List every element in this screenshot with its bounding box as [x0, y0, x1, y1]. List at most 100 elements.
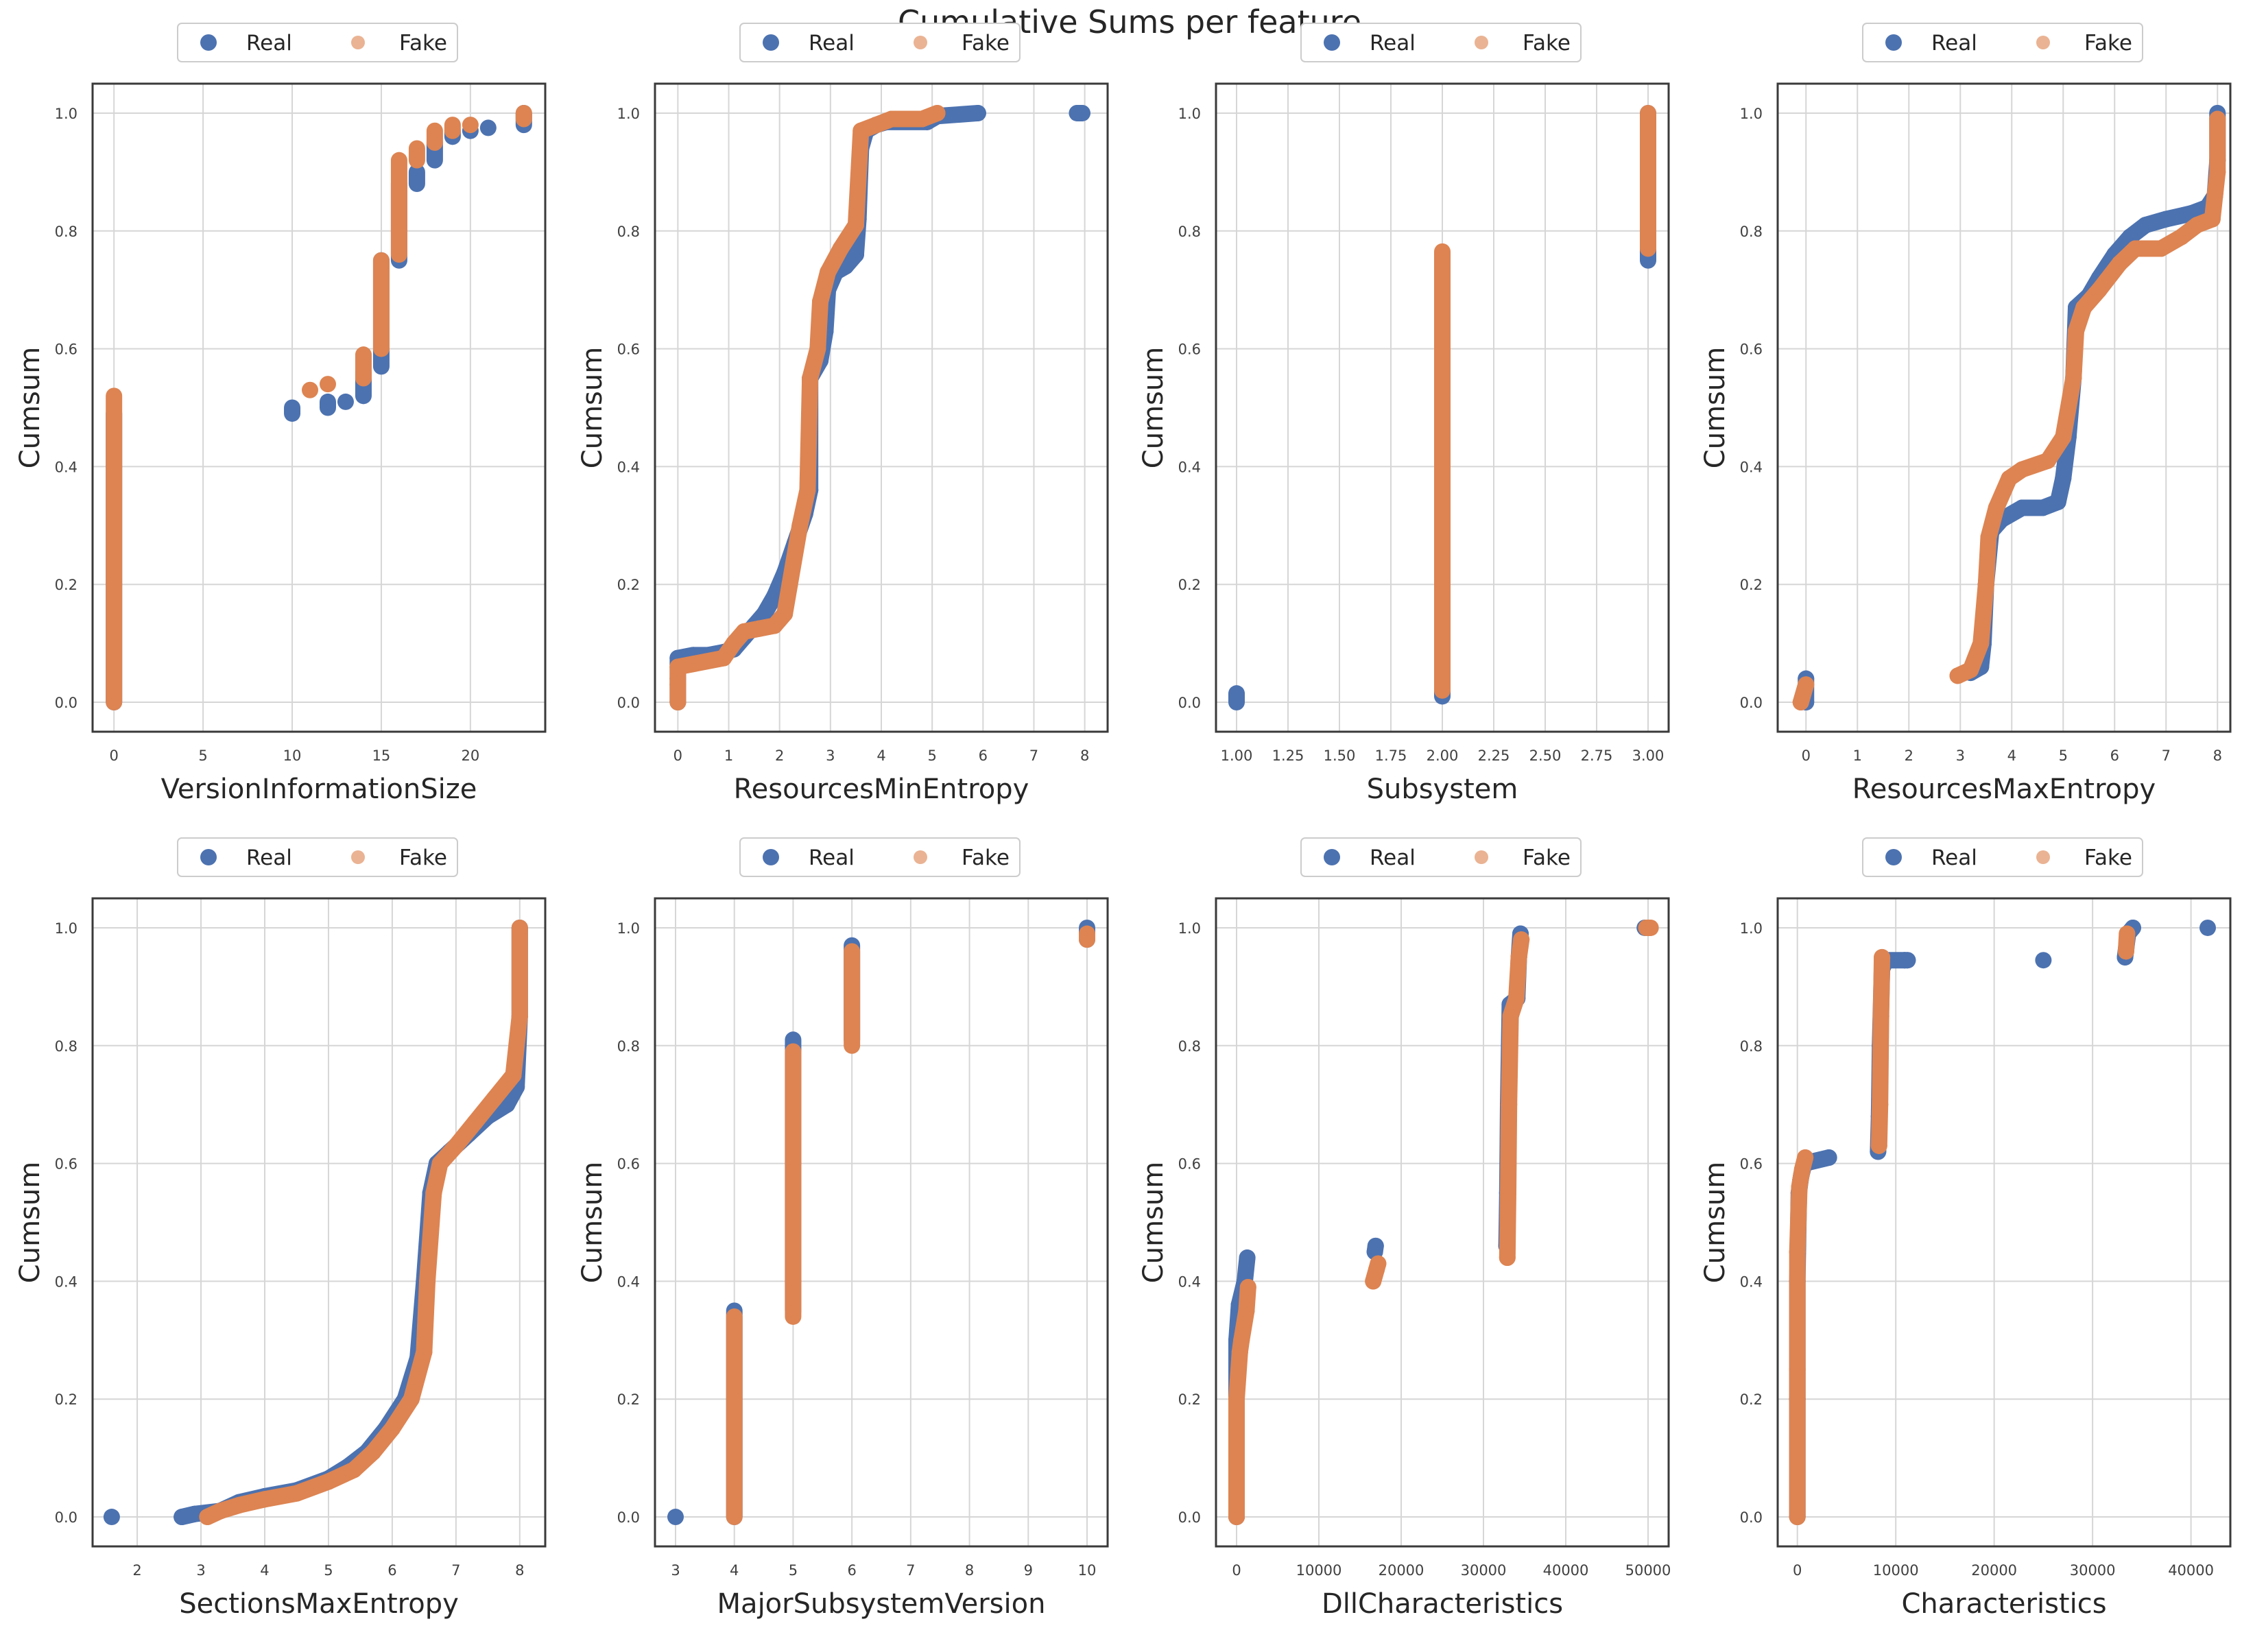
x-tick-label: 2.25 [1478, 747, 1510, 764]
x-tick-label: 8 [1080, 747, 1089, 764]
y-tick-label: 0.0 [55, 1509, 77, 1526]
y-tick-label: 1.0 [1178, 920, 1201, 937]
x-tick-label: 0 [1232, 1562, 1241, 1579]
x-axis-label: Characteristics [1901, 1588, 2106, 1620]
series-fake [669, 104, 946, 711]
y-tick-label: 0.8 [1740, 1038, 1763, 1055]
legend: Real Fake [1300, 23, 1582, 62]
y-tick-label: 0.4 [617, 1273, 640, 1290]
x-tick-label: 8 [2213, 747, 2222, 764]
legend-label-real: Real [246, 846, 292, 870]
data-point [969, 104, 986, 121]
x-axis-label: DllCharacteristics [1322, 1588, 1563, 1620]
legend-box [739, 23, 1021, 62]
x-tick-label: 40000 [1543, 1562, 1589, 1579]
series-fake [1792, 110, 2226, 711]
x-tick-label: 0 [673, 747, 682, 764]
x-tick-label: 10 [283, 747, 302, 764]
legend: Real Fake [1862, 837, 2143, 877]
legend-marker-real [1885, 34, 1902, 51]
x-tick-label: 7 [906, 1562, 915, 1579]
legend-label-real: Real [1931, 846, 1977, 870]
y-tick-label: 0.4 [1178, 1273, 1201, 1290]
y-tick-label: 0.4 [55, 1273, 77, 1290]
y-tick-label: 0.0 [1740, 695, 1763, 711]
legend-label-real: Real [246, 31, 292, 56]
data-point-run [1501, 1007, 1519, 1113]
legend-label-real: Real [1370, 846, 1416, 870]
data-point-run [2055, 370, 2082, 446]
x-tick-label: 10000 [1296, 1562, 1342, 1579]
y-tick-label: 0.2 [1740, 1391, 1763, 1408]
x-tick-label: 5 [198, 747, 207, 764]
x-tick-label: 2 [1905, 747, 1913, 764]
chart-panel: 0 5 10 15 20 0.0 0.2 0.4 0.6 0.8 1.0 VersionInforma… [14, 23, 547, 805]
data-point [2119, 925, 2136, 942]
legend-label-fake: Fake [1523, 31, 1571, 56]
y-tick-label: 0.2 [55, 577, 77, 593]
y-tick-label: 0.8 [1178, 224, 1201, 240]
legend: Real Fake [739, 837, 1021, 877]
y-tick-label: 1.0 [55, 920, 77, 937]
series-fake [199, 919, 528, 1526]
series-fake [1434, 104, 1656, 699]
series-fake [1228, 919, 1659, 1526]
x-tick-label: 4 [730, 1562, 739, 1579]
legend-label-real: Real [809, 31, 855, 56]
legend-label-real: Real [1931, 31, 1977, 56]
data-point [1798, 676, 1815, 693]
x-tick-label: 2 [775, 747, 784, 764]
x-tick-label: 50000 [1625, 1562, 1671, 1579]
x-tick-label: 4 [260, 1562, 269, 1579]
axes-frame [654, 897, 1109, 1548]
x-tick-label: 0 [109, 747, 118, 764]
legend-box [1300, 23, 1582, 62]
x-tick-label: 5 [789, 1562, 798, 1579]
x-tick-label: 2.00 [1427, 747, 1459, 764]
legend-label-fake: Fake [399, 846, 447, 870]
x-tick-label: 3.00 [1632, 747, 1665, 764]
x-axis-label: SectionsMaxEntropy [179, 1588, 459, 1620]
data-point [2209, 110, 2226, 128]
data-point [1073, 104, 1090, 121]
legend-label-fake: Fake [2084, 31, 2132, 56]
data-point-run [799, 370, 819, 499]
axes-frame [1215, 897, 1670, 1548]
x-tick-label: 4 [876, 747, 885, 764]
x-tick-label: 20000 [1971, 1562, 2017, 1579]
x-tick-label: 1 [1853, 747, 1862, 764]
legend-label-real: Real [809, 846, 855, 870]
y-tick-label: 1.0 [1178, 106, 1201, 122]
x-tick-label: 7 [1029, 747, 1038, 764]
y-tick-label: 0.6 [1178, 1156, 1201, 1173]
legend-marker-fake [351, 850, 365, 864]
x-tick-label: 3 [826, 747, 835, 764]
legend-box [1862, 837, 2143, 877]
data-point-run [781, 517, 809, 593]
y-axis-label: Cumsum [14, 1162, 46, 1283]
y-tick-label: 1.0 [1740, 920, 1763, 937]
legend: Real Fake [1862, 23, 2143, 62]
chart-panel: 0 1 2 3 4 5 6 7 8 0.0 0.2 0.4 0.6 0.8 1.0 ResourcesMaxE… [1700, 23, 2232, 805]
y-tick-label: 1.0 [1740, 106, 1763, 122]
y-tick-label: 1.0 [55, 106, 77, 122]
y-tick-label: 0.2 [617, 1391, 640, 1408]
y-tick-label: 0.0 [1178, 695, 1201, 711]
x-tick-label: 1.25 [1272, 747, 1304, 764]
chart-panel: 2 3 4 5 6 7 8 0.0 0.2 0.4 0.6 0.8 1.0 SectionsMaxEntr… [14, 837, 547, 1620]
data-point [1642, 919, 1659, 936]
x-tick-label: 2.75 [1581, 747, 1613, 764]
x-tick-label: 6 [847, 1562, 856, 1579]
legend-label-fake: Fake [962, 846, 1010, 870]
x-tick-label: 0 [1793, 1562, 1802, 1579]
y-axis-label: Cumsum [14, 347, 46, 468]
data-point-run [416, 1273, 436, 1361]
x-tick-label: 5 [2059, 747, 2068, 764]
y-tick-label: 0.2 [617, 577, 640, 593]
x-tick-label: 5 [927, 747, 936, 764]
legend-marker-fake [914, 36, 927, 49]
legend-marker-real [200, 34, 217, 51]
y-tick-label: 0.6 [1740, 342, 1763, 358]
data-point-run [505, 1007, 528, 1084]
x-tick-label: 5 [324, 1562, 333, 1579]
